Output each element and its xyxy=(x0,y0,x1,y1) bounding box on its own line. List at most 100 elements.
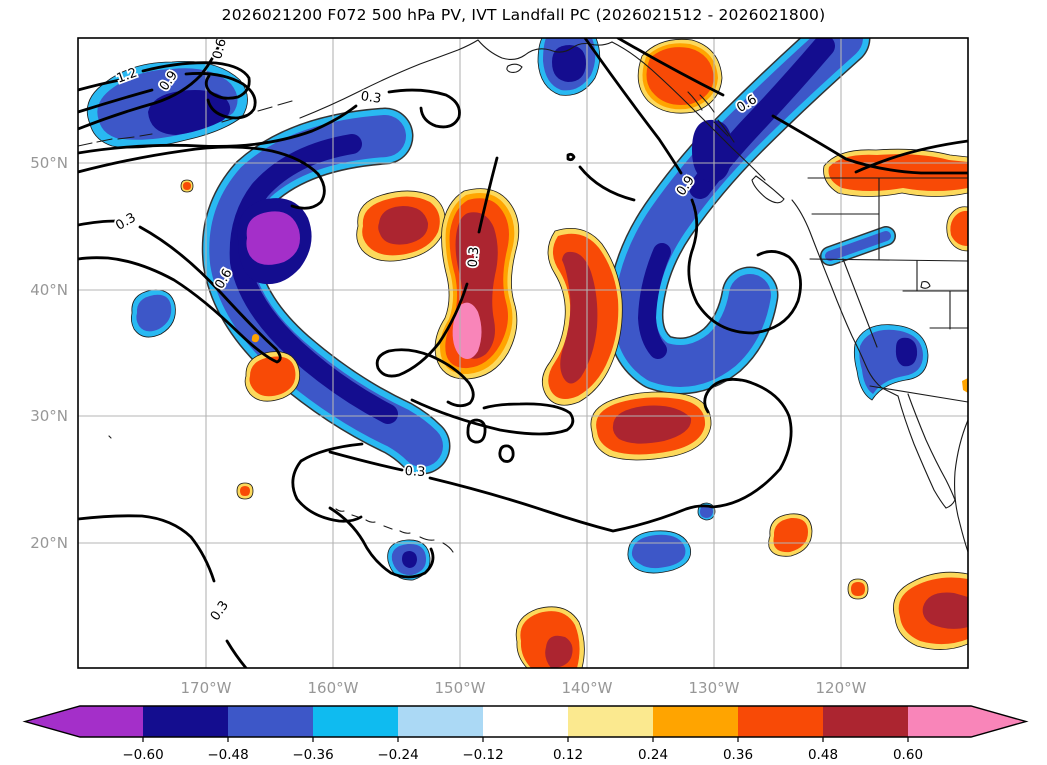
lon-tick-label: 150°W xyxy=(435,679,486,697)
pv-contour xyxy=(78,145,326,210)
coastline-path xyxy=(897,395,947,509)
pv-contour xyxy=(854,139,968,174)
coastline-path xyxy=(687,91,735,143)
colorbar-tick-label: 0.24 xyxy=(638,747,668,763)
colorbar-tick-label: 0.60 xyxy=(893,747,923,763)
colorbar-segment xyxy=(313,706,398,737)
plot-title: 2026021200 F072 500 hPa PV, IVT Landfall… xyxy=(221,6,826,24)
coastline-path xyxy=(108,280,931,439)
fill-region-tiny-blue-blue xyxy=(700,505,713,518)
colorbar-segment xyxy=(398,706,483,737)
coastline-path xyxy=(954,419,968,553)
coastline-path xyxy=(751,175,785,204)
colorbar-segment xyxy=(568,706,653,737)
contour-label: 0.3 xyxy=(113,210,138,233)
fill-region-arc-purple-core xyxy=(246,211,300,265)
fill-region-dot-orange-1 xyxy=(183,182,191,190)
colorbar-tick-label: −0.48 xyxy=(207,747,248,763)
lat-tick-label: 50°N xyxy=(30,154,68,172)
pv-contour xyxy=(771,114,968,175)
lon-tick-label: 160°W xyxy=(308,679,359,697)
colorbar: −0.60 −0.48 −0.36 −0.24 −0.12 0.12 0.24 0.36 0.4… xyxy=(22,705,1029,763)
pv-contour xyxy=(78,104,358,155)
colorbar-right-arrow xyxy=(908,706,1026,737)
colorbar-left-arrow xyxy=(25,706,143,737)
contour-layer xyxy=(78,38,968,668)
fill-region-bc-band-navy-lower xyxy=(638,243,671,359)
coastline-path xyxy=(611,41,766,181)
lat-tick-label: 20°N xyxy=(30,534,68,552)
colorbar-tick-label: 0.36 xyxy=(723,747,753,763)
lon-tick-label: 140°W xyxy=(562,679,613,697)
lon-tick-label: 170°W xyxy=(181,679,232,697)
pv-contour xyxy=(687,198,802,335)
pv-contour xyxy=(583,38,683,175)
colorbar-segment xyxy=(228,706,313,737)
coastline-path xyxy=(335,508,454,553)
pv-contour xyxy=(291,442,364,523)
pv-contour xyxy=(466,418,487,444)
coastline-path xyxy=(907,393,956,509)
colorbar-tick-label: −0.24 xyxy=(377,747,418,763)
colorbar-segment xyxy=(823,706,908,737)
fill-region-seak-blob-body xyxy=(646,47,714,105)
fill-region-west-orange-body xyxy=(249,356,296,397)
pv-contour xyxy=(566,152,636,202)
pv-contour xyxy=(78,225,282,364)
fill-region-band29-core xyxy=(612,405,692,444)
pv-contour xyxy=(616,38,725,97)
contour-label: 0.6 xyxy=(210,37,230,61)
lat-tick-label: 40°N xyxy=(30,281,68,299)
pv-contour xyxy=(328,506,435,579)
lon-tick-label: 120°W xyxy=(816,679,867,697)
contour-label: 0.3 xyxy=(404,464,425,480)
colorbar-tick-label: −0.60 xyxy=(122,747,163,763)
fill-region-midorange-core xyxy=(378,206,429,245)
pv-contour xyxy=(78,88,154,114)
fill-region-curve-band-core xyxy=(560,251,598,384)
pv-contour xyxy=(78,78,122,92)
fill-region-se-small-body xyxy=(773,517,808,553)
fill-region-br-blob-core xyxy=(922,592,968,629)
fill-region-west-blob-blue xyxy=(136,294,172,332)
pv-contour xyxy=(428,377,793,533)
fill-region-edge-sliver xyxy=(962,378,968,393)
colorbar-segment xyxy=(653,706,738,737)
contour-label: 0.3 xyxy=(360,89,383,107)
colorbar-outline xyxy=(22,705,1029,738)
pv-contour xyxy=(328,450,404,472)
colorbar-segment xyxy=(483,706,568,737)
colorbar-segment xyxy=(738,706,823,737)
contour-label: 0.3 xyxy=(208,598,232,624)
pv-contour xyxy=(477,156,499,234)
colorbar-segment xyxy=(143,706,228,737)
lat-tick-label: 30°N xyxy=(30,407,68,425)
fill-region-hawaii-blob-navy xyxy=(402,551,417,568)
fill-region-dot-orange-4 xyxy=(851,582,865,596)
pv-contour xyxy=(375,282,475,408)
pv-contour xyxy=(410,398,575,436)
fill-layer xyxy=(86,38,968,668)
fill-region-socal-blob-navy xyxy=(895,337,918,367)
map-frame xyxy=(77,37,969,669)
pv-contour xyxy=(78,219,118,227)
pv-contour xyxy=(498,444,515,463)
fill-region-bottom-blob-core xyxy=(545,635,573,668)
fill-region-dot-orange-2 xyxy=(251,334,260,343)
fill-region-idaho-streak-blue xyxy=(825,231,891,261)
lon-tick-label: 130°W xyxy=(689,679,740,697)
coastline-path xyxy=(299,39,479,119)
fill-region-edge-blob-body xyxy=(950,210,968,246)
fill-region-south-blob-blue xyxy=(631,534,686,569)
colorbar-tick-label: 0.12 xyxy=(553,747,583,763)
pv-contour xyxy=(225,639,248,668)
coastline-path xyxy=(506,63,523,73)
colorbar-tick-label: −0.36 xyxy=(292,747,333,763)
pv-contour xyxy=(184,72,257,120)
fill-region-arc-band-navy xyxy=(229,134,398,424)
colorbar-tick-label: 0.48 xyxy=(808,747,838,763)
coastline-path xyxy=(78,133,153,147)
pv-contour xyxy=(78,38,224,131)
